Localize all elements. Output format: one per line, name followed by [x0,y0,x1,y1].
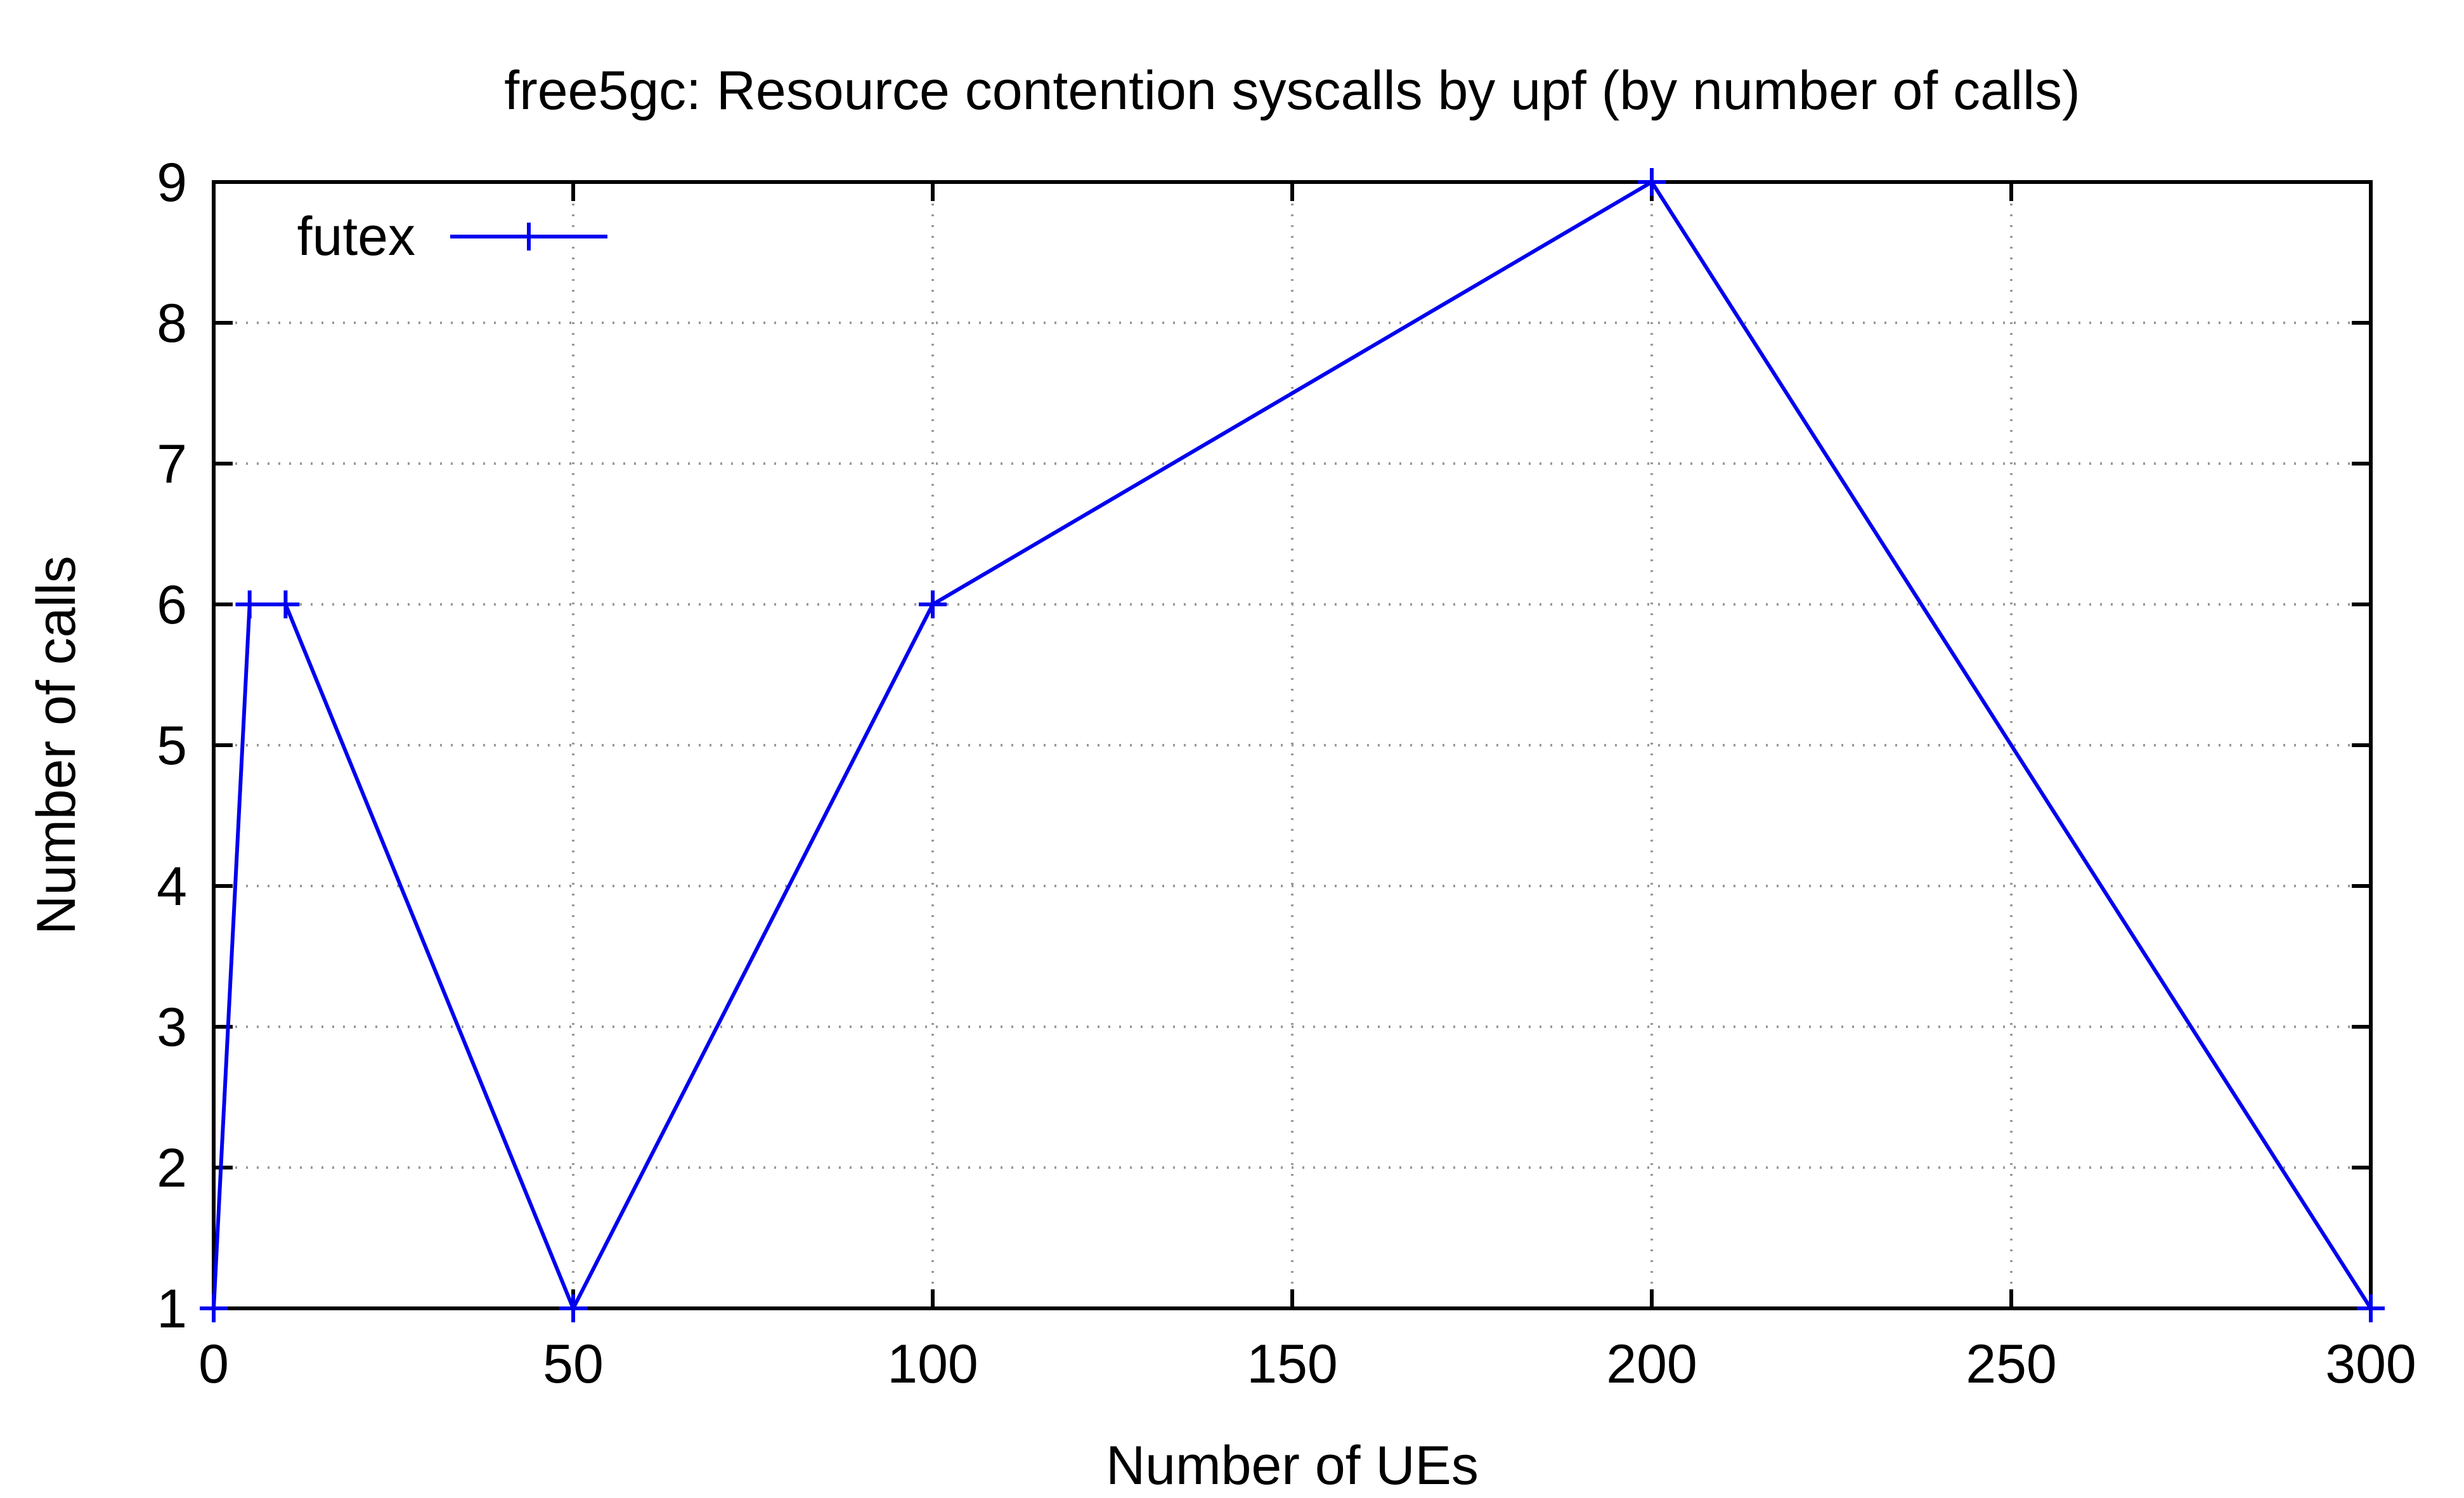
data-point-futex [200,1294,228,1322]
x-tick-label: 150 [1247,1334,1338,1395]
legend: futex [297,206,607,267]
y-tick-label: 1 [157,1279,187,1339]
data-point-futex [271,590,300,618]
data-point-futex [559,1294,587,1322]
y-tick-label: 8 [157,293,187,354]
y-tick-label: 5 [157,715,187,776]
chart-title: free5gc: Resource contention syscalls by… [504,60,2080,121]
y-tick-label: 4 [157,856,187,917]
x-tick-label: 200 [1606,1334,1697,1395]
grid-lines [214,182,2371,1308]
x-tick-label: 100 [887,1334,978,1395]
y-tick-label: 3 [157,997,187,1058]
y-tick-label: 9 [157,152,187,213]
data-point-futex [919,590,947,618]
y-axis-title: Number of calls [26,556,87,934]
y-tick-labels: 1 2 3 4 5 6 7 8 9 [157,152,187,1339]
x-tick-label: 300 [2325,1334,2416,1395]
x-tick-label: 0 [198,1334,229,1395]
plot-frame [212,180,2373,1310]
data-point-futex [1638,168,1666,196]
y-tick-label: 7 [157,434,187,495]
legend-label-futex: futex [297,206,415,267]
y-tick-label: 2 [157,1138,187,1199]
data-point-futex [2357,1294,2385,1322]
legend-marker-futex [515,223,543,251]
x-tick-label: 250 [1966,1334,2057,1395]
x-tick-label: 50 [543,1334,604,1395]
x-axis-title: Number of UEs [1106,1435,1479,1496]
data-point-futex [235,590,264,618]
x-tick-labels: 0 50 100 150 200 250 300 [198,1334,2416,1395]
y-tick-label: 6 [157,575,187,635]
series-layer [200,168,2385,1322]
